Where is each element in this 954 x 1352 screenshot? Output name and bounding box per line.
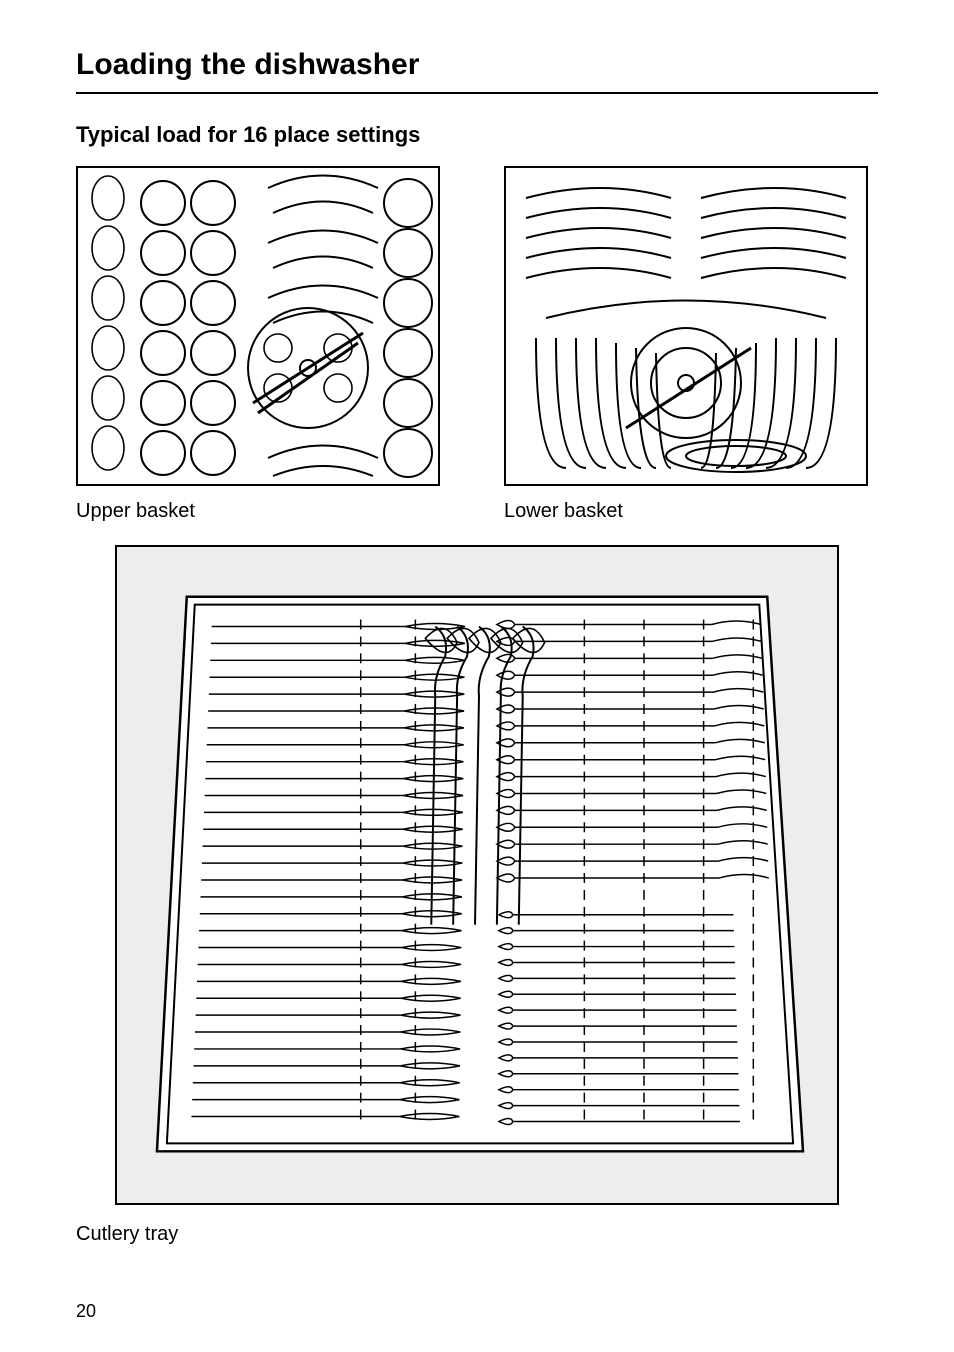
cutlery-tray-caption: Cutlery tray <box>76 1223 878 1246</box>
upper-basket-diagram <box>76 166 440 486</box>
basket-caption-row: Upper basket Lower basket <box>76 500 878 523</box>
upper-basket-caption: Upper basket <box>76 500 440 523</box>
title-rule <box>76 92 878 94</box>
lower-basket-diagram <box>504 166 868 486</box>
section-subtitle: Typical load for 16 place settings <box>76 122 878 148</box>
page-number: 20 <box>76 1301 96 1322</box>
lower-basket-caption: Lower basket <box>504 500 868 523</box>
page-title: Loading the dishwasher <box>76 48 878 82</box>
basket-diagram-row <box>76 166 878 486</box>
cutlery-tray-diagram <box>115 545 839 1205</box>
manual-page: Loading the dishwasher Typical load for … <box>0 0 954 1352</box>
